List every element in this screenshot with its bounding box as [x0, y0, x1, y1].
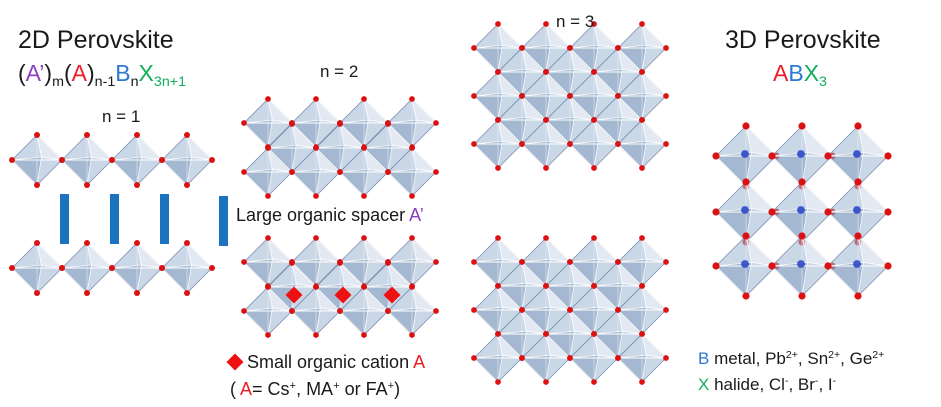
cation-sup: + [289, 379, 297, 392]
b-legend-text: , Sn [797, 349, 829, 368]
formula-paren: ( [18, 60, 26, 86]
b-legend-sup: 2+ [872, 349, 885, 362]
cation-close: ) [394, 379, 401, 399]
octahedron [824, 122, 892, 190]
cation-note: Small organic cation A [247, 353, 425, 371]
octahedron [159, 240, 215, 296]
octahedron [9, 132, 65, 188]
b-legend-text: metal, Pb [709, 349, 786, 368]
label-n2: n = 2 [320, 62, 359, 81]
octahedron [337, 284, 391, 338]
b-legend: B metal, Pb2+, Sn2+, Ge2+ [698, 350, 884, 367]
b-legend-symbol: B [698, 349, 710, 368]
formula-paren: ) [44, 60, 53, 86]
cation-sup: + [333, 379, 340, 392]
x-legend-sup: - [832, 375, 837, 388]
cation-open: ( [230, 379, 241, 399]
cation-mid: , MA [296, 379, 334, 399]
cation-examples: ( A= Cs+, MA+ or FA+) [230, 380, 400, 398]
octahedron [109, 132, 165, 188]
x-legend-text: halide, Cl [709, 375, 785, 394]
cation-eq: = Cs [252, 379, 290, 399]
title-3d-perovskite: 3D Perovskite [725, 26, 881, 54]
octahedron [824, 232, 892, 300]
octahedron [615, 117, 669, 171]
formula-a: A [71, 60, 87, 86]
octahedron [824, 178, 892, 246]
spacer-bar [160, 194, 169, 244]
octahedron [337, 235, 391, 289]
title-2d-perovskite: 2D Perovskite [18, 26, 174, 54]
octahedron [337, 96, 391, 150]
formula-sub-n-1: n-1 [94, 73, 116, 90]
octahedron [241, 284, 295, 338]
octahedron [519, 117, 573, 171]
cation-symbol: A [240, 379, 253, 399]
octahedron [567, 117, 621, 171]
formula-sub-n: n [130, 73, 139, 90]
formula-a-prime: A’ [25, 60, 45, 86]
spacer-note-symbol: A’ [409, 205, 424, 225]
spacer-note: Large organic spacer A’ [236, 206, 424, 224]
octahedron [768, 232, 836, 300]
b-legend-sup: 2+ [785, 349, 798, 362]
formula-paren: ( [63, 60, 72, 86]
x-legend-symbol: X [698, 375, 710, 394]
octahedron [471, 331, 525, 385]
octahedron [471, 117, 525, 171]
cation-note-text: Small organic cation [247, 352, 414, 372]
spacer-bar [219, 196, 228, 246]
formula-sub-m: m [52, 73, 64, 90]
x-legend-sup: - [814, 375, 819, 388]
cation-sup: + [387, 379, 395, 392]
formula-sub-3n1: 3n+1 [153, 73, 186, 90]
octahedron [9, 240, 65, 296]
x-legend-text: , I [818, 375, 833, 394]
x-legend: X halide, Cl-, Br-, I- [698, 376, 836, 393]
octahedron [159, 132, 215, 188]
x-legend-text: , Br [788, 375, 815, 394]
formula-3d: ABX3 [773, 60, 827, 90]
octahedron [471, 21, 525, 75]
b-legend-sup: 2+ [828, 349, 841, 362]
octahedron [241, 235, 295, 289]
formula3d-a: A [773, 60, 789, 86]
b-legend-text: , Ge [840, 349, 873, 368]
formula3d-sub-3: 3 [819, 73, 827, 90]
formula-b: B [115, 60, 131, 86]
octahedron [385, 96, 439, 150]
formula-paren: ) [86, 60, 95, 86]
octahedron [768, 122, 836, 190]
octahedron [567, 331, 621, 385]
octahedron [289, 96, 343, 150]
octahedron [289, 284, 343, 338]
spacer-note-text: Large organic spacer [236, 205, 410, 225]
label-n1: n = 1 [102, 107, 141, 126]
x-legend-sup: - [784, 375, 789, 388]
spacer-bar [60, 194, 69, 244]
spacer-bar [110, 194, 119, 244]
octahedron [385, 145, 439, 199]
formula-2d: (A’)m(A)n-1BnX3n+1 [18, 60, 186, 90]
cation-or: or FA [339, 379, 388, 399]
octahedron [109, 240, 165, 296]
label-n3: n = 3 [556, 12, 595, 31]
formula3d-x: X [803, 60, 820, 86]
formula-x: X [138, 60, 154, 86]
octahedron [337, 145, 391, 199]
octahedron [59, 132, 115, 188]
octahedron [59, 240, 115, 296]
octahedron [519, 331, 573, 385]
cation-note-symbol: A [413, 352, 426, 372]
octahedron [712, 178, 780, 246]
octahedron [615, 331, 669, 385]
octahedron [289, 145, 343, 199]
octahedron [385, 284, 439, 338]
formula3d-b: B [788, 60, 804, 86]
